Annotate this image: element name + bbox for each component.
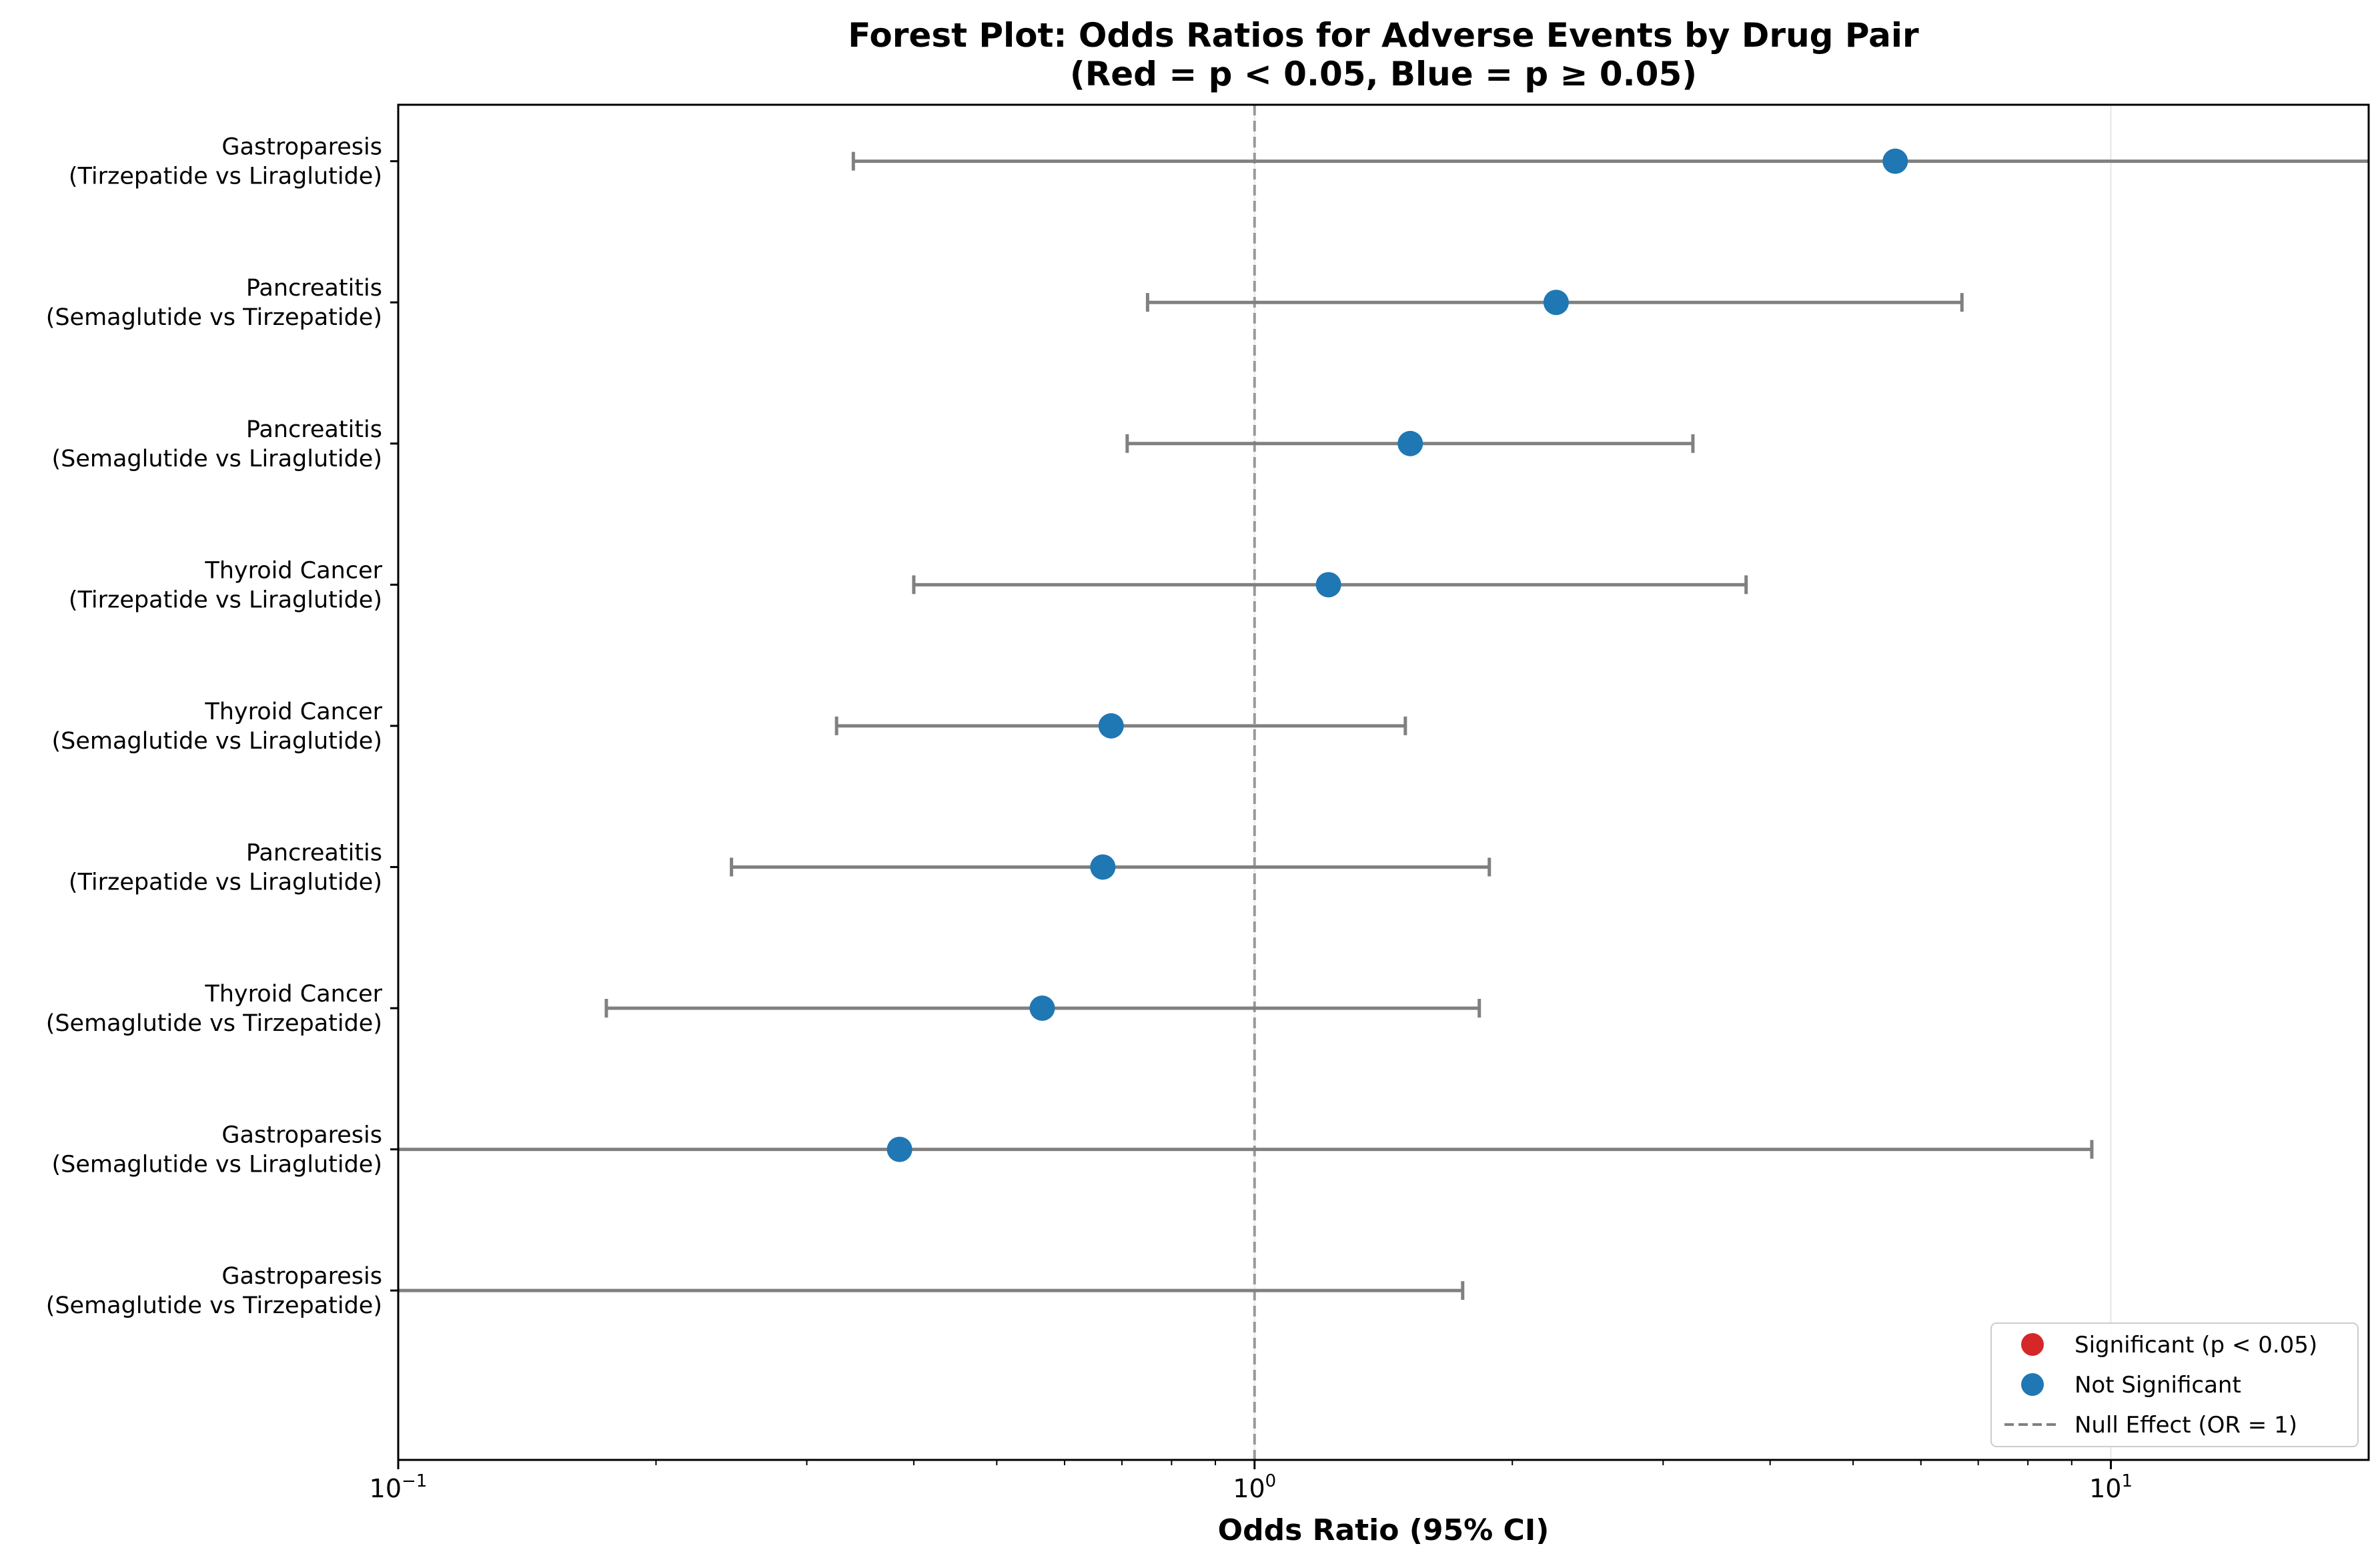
odds-ratio-point <box>1315 572 1341 598</box>
x-tick-label: 101 <box>2089 1471 2133 1503</box>
legend-box <box>1990 1322 2359 1447</box>
odds-ratio-point <box>1543 290 1569 316</box>
y-tick-label-event: Thyroid Cancer <box>204 557 382 584</box>
y-tick-label-event: Gastroparesis <box>221 1263 382 1290</box>
chart-title: Forest Plot: Odds Ratios for Adverse Eve… <box>848 16 1919 55</box>
odds-ratio-point <box>1090 854 1116 880</box>
odds-ratio-point <box>1029 996 1055 1021</box>
forest-row <box>730 854 1492 880</box>
legend-label: Not Significant <box>2074 1372 2241 1399</box>
y-tick-label-pair: (Semaglutide vs Tirzepatide) <box>46 304 382 331</box>
y-tick-label-pair: (Semaglutide vs Liraglutide) <box>51 1152 382 1178</box>
forest-row <box>1145 290 1964 316</box>
legend-marker <box>2021 1373 2044 1396</box>
y-tick-label-event: Thyroid Cancer <box>204 981 382 1008</box>
x-tick-label: 10−1 <box>370 1471 428 1503</box>
y-tick-label-pair: (Semaglutide vs Tirzepatide) <box>46 1010 382 1037</box>
legend-item: Null Effect (OR = 1) <box>2004 1412 2297 1439</box>
y-tick-label-pair: (Semaglutide vs Liraglutide) <box>51 728 382 755</box>
y-tick-label-event: Gastroparesis <box>221 134 382 161</box>
legend-label: Null Effect (OR = 1) <box>2074 1412 2297 1439</box>
forest-row <box>398 1136 2094 1162</box>
forest-row <box>398 1281 1465 1300</box>
odds-ratio-point <box>1397 430 1423 456</box>
y-tick-label-pair: (Semaglutide vs Tirzepatide) <box>46 1292 382 1319</box>
forest-row <box>834 713 1407 739</box>
y-tick-label-event: Pancreatitis <box>246 416 382 443</box>
x-tick-label: 100 <box>1233 1471 1276 1503</box>
odds-ratio-point <box>1882 148 1908 174</box>
y-tick-label-event: Pancreatitis <box>246 275 382 302</box>
odds-ratio-point <box>886 1136 913 1162</box>
plot-background <box>398 105 2369 1460</box>
forest-row <box>604 996 1481 1021</box>
odds-ratio-point <box>1098 713 1124 739</box>
legend-marker <box>2021 1333 2044 1356</box>
y-tick-label-pair: (Tirzepatide vs Liraglutide) <box>69 869 382 895</box>
y-tick-label-pair: (Tirzepatide vs Liraglutide) <box>69 586 382 613</box>
y-tick-label-event: Thyroid Cancer <box>204 699 382 725</box>
legend-item: Not Significant <box>2021 1372 2241 1399</box>
forest-rows <box>398 148 2369 1300</box>
legend: Significant (p < 0.05) Not Significant Nul… <box>1990 1322 2359 1447</box>
legend-label: Significant (p < 0.05) <box>2074 1332 2317 1358</box>
y-tick-label-pair: (Semaglutide vs Liraglutide) <box>51 446 382 472</box>
plot-frame <box>397 103 2370 1461</box>
forest-row <box>851 148 2369 174</box>
chart-subtitle: (Red = p < 0.05, Blue = p ≥ 0.05) <box>1070 55 1697 93</box>
x-axis-label: Odds Ratio (95% CI) <box>1218 1513 1550 1547</box>
y-tick-label-event: Pancreatitis <box>246 839 382 866</box>
forest-row <box>1125 430 1695 456</box>
y-tick-label-event: Gastroparesis <box>221 1122 382 1149</box>
forest-row <box>912 572 1748 598</box>
y-tick-label-pair: (Tirzepatide vs Liraglutide) <box>69 163 382 190</box>
legend-item: Significant (p < 0.05) <box>2021 1332 2317 1358</box>
y-axis: Gastroparesis(Tirzepatide vs Liraglutide… <box>46 134 398 1319</box>
x-axis: 10−1 100 101 <box>370 1460 2133 1503</box>
